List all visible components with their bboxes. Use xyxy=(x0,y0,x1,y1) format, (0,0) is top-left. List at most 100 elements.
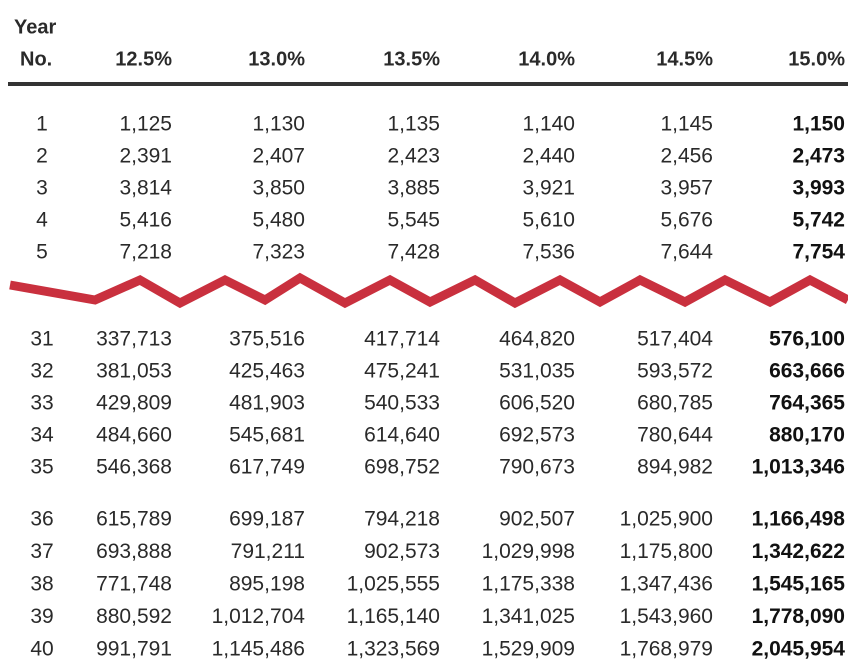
cell-value: 790,673 xyxy=(499,456,575,479)
cell-value: 614,640 xyxy=(364,424,440,447)
cell-value: 545,681 xyxy=(229,424,305,447)
cell-value: 1,165,140 xyxy=(347,605,440,628)
cell-value: 1,166,498 xyxy=(752,508,846,531)
cell-value: 1,025,900 xyxy=(620,508,713,531)
cell-value: 764,365 xyxy=(769,392,845,415)
cell-value: 5,480 xyxy=(252,209,305,232)
cell-value: 5,742 xyxy=(792,209,845,232)
column-header: 14.0% xyxy=(518,48,575,70)
cell-value: 1,029,998 xyxy=(482,540,575,563)
cell-value: 1,543,960 xyxy=(620,605,713,628)
year-number: 38 xyxy=(30,573,53,596)
cell-value: 7,218 xyxy=(119,241,172,264)
year-number: 39 xyxy=(30,605,53,628)
cell-value: 7,323 xyxy=(252,241,305,264)
cell-value: 484,660 xyxy=(96,424,172,447)
cell-value: 5,610 xyxy=(522,209,575,232)
cell-value: 2,456 xyxy=(660,145,713,168)
cell-value: 7,428 xyxy=(387,241,440,264)
break-zigzag xyxy=(9,272,848,309)
year-number: 32 xyxy=(30,360,53,383)
cell-value: 1,150 xyxy=(792,113,845,136)
cell-value: 5,545 xyxy=(387,209,440,232)
year-number: 36 xyxy=(30,508,53,531)
cell-value: 780,644 xyxy=(637,424,713,447)
cell-value: 880,170 xyxy=(769,424,845,447)
cell-value: 540,533 xyxy=(364,392,440,415)
cell-value: 2,045,954 xyxy=(752,638,846,661)
cell-value: 895,198 xyxy=(229,573,305,596)
cell-value: 2,391 xyxy=(119,145,172,168)
cell-value: 1,130 xyxy=(252,113,305,136)
cell-value: 5,676 xyxy=(660,209,713,232)
year-number: 35 xyxy=(30,456,53,479)
cell-value: 902,573 xyxy=(364,540,440,563)
cell-value: 1,140 xyxy=(522,113,575,136)
year-number: 37 xyxy=(30,540,53,563)
cell-value: 771,748 xyxy=(96,573,172,596)
cell-value: 1,529,909 xyxy=(482,638,575,661)
cell-value: 1,145 xyxy=(660,113,713,136)
cell-value: 1,012,704 xyxy=(212,605,306,628)
cell-value: 546,368 xyxy=(96,456,172,479)
cell-value: 1,013,346 xyxy=(752,456,845,479)
column-header: 12.5% xyxy=(115,48,172,70)
year-number: 2 xyxy=(36,145,48,168)
cell-value: 692,573 xyxy=(499,424,575,447)
year-number: 5 xyxy=(36,241,48,264)
cell-value: 3,957 xyxy=(660,177,713,200)
cell-value: 3,921 xyxy=(522,177,575,200)
cell-value: 381,053 xyxy=(96,360,172,383)
header-rule xyxy=(8,82,848,86)
year-number: 3 xyxy=(36,177,48,200)
year-number: 40 xyxy=(30,638,53,661)
cell-value: 7,754 xyxy=(792,241,845,264)
cell-value: 593,572 xyxy=(637,360,713,383)
cell-value: 1,135 xyxy=(387,113,440,136)
year-label: Year xyxy=(14,16,56,38)
cell-value: 680,785 xyxy=(637,392,713,415)
cell-value: 606,520 xyxy=(499,392,575,415)
cell-value: 1,323,569 xyxy=(347,638,440,661)
cell-value: 531,035 xyxy=(499,360,575,383)
cell-value: 1,342,622 xyxy=(752,540,845,563)
cell-value: 3,850 xyxy=(252,177,305,200)
year-number: 33 xyxy=(30,392,53,415)
cell-value: 617,749 xyxy=(229,456,305,479)
cell-value: 699,187 xyxy=(229,508,305,531)
cell-value: 3,814 xyxy=(119,177,172,200)
cell-value: 1,347,436 xyxy=(620,573,713,596)
cell-value: 880,592 xyxy=(96,605,172,628)
cell-value: 902,507 xyxy=(499,508,575,531)
cell-value: 7,644 xyxy=(660,241,713,264)
cell-value: 2,440 xyxy=(522,145,575,168)
cell-value: 481,903 xyxy=(229,392,305,415)
cell-value: 3,885 xyxy=(387,177,440,200)
cell-value: 794,218 xyxy=(364,508,440,531)
cell-value: 425,463 xyxy=(229,360,305,383)
year-number: 4 xyxy=(36,209,48,232)
cell-value: 475,241 xyxy=(364,360,440,383)
column-header: 13.0% xyxy=(248,48,305,70)
column-header: 13.5% xyxy=(383,48,440,70)
cell-value: 663,666 xyxy=(769,360,845,383)
cell-value: 894,982 xyxy=(637,456,713,479)
cell-value: 2,473 xyxy=(792,145,845,168)
cell-value: 1,778,090 xyxy=(752,605,845,628)
cell-value: 1,341,025 xyxy=(482,605,575,628)
cell-value: 1,768,979 xyxy=(620,638,713,661)
cell-value: 7,536 xyxy=(522,241,575,264)
cell-value: 1,175,338 xyxy=(482,573,575,596)
cell-value: 5,416 xyxy=(119,209,172,232)
cell-value: 337,713 xyxy=(96,328,172,351)
cell-value: 615,789 xyxy=(96,508,172,531)
cell-value: 1,125 xyxy=(119,113,172,136)
year-number: 31 xyxy=(30,328,53,351)
cell-value: 517,404 xyxy=(637,328,713,351)
column-header: 15.0% xyxy=(788,48,845,70)
year-number: 1 xyxy=(36,113,48,136)
cell-value: 464,820 xyxy=(499,328,575,351)
year-number: 34 xyxy=(30,424,54,447)
cell-value: 3,993 xyxy=(792,177,845,200)
cell-value: 417,714 xyxy=(364,328,440,351)
